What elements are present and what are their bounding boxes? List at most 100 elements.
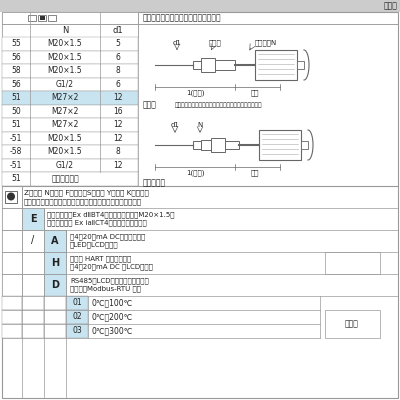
Text: M20×1.5: M20×1.5 xyxy=(48,147,82,156)
Bar xyxy=(22,296,44,310)
Text: E: E xyxy=(30,214,36,224)
Bar xyxy=(2,91,138,104)
Bar xyxy=(2,296,22,310)
Bar xyxy=(48,15,56,21)
Text: 0℃～200℃: 0℃～200℃ xyxy=(92,312,133,321)
Text: 16: 16 xyxy=(113,107,123,116)
Text: 温度变: 温度变 xyxy=(384,2,398,10)
Bar xyxy=(2,230,22,252)
Text: 03: 03 xyxy=(72,326,82,335)
Text: d1: d1 xyxy=(170,122,180,128)
Bar xyxy=(66,296,88,310)
Bar xyxy=(44,230,66,252)
Bar xyxy=(44,310,66,324)
Text: H: H xyxy=(51,258,59,268)
Bar xyxy=(325,252,380,274)
Bar xyxy=(5,190,17,202)
Text: A: A xyxy=(51,236,59,246)
Text: 0℃～100℃: 0℃～100℃ xyxy=(92,298,133,307)
Bar xyxy=(297,61,304,69)
Bar xyxy=(2,64,138,78)
Bar xyxy=(22,208,44,230)
Text: 基本型: 基本型 xyxy=(143,100,157,110)
Text: M20×1.5: M20×1.5 xyxy=(48,66,82,75)
Text: M20×1.5: M20×1.5 xyxy=(48,53,82,62)
Bar xyxy=(193,61,201,69)
Bar xyxy=(2,274,22,296)
Text: （模块本安型 Ex iaⅡCT4）　（无要求省略）: （模块本安型 Ex iaⅡCT4） （无要求省略） xyxy=(47,219,147,226)
Text: G1/2: G1/2 xyxy=(56,161,74,170)
Bar xyxy=(255,50,297,80)
Text: 6: 6 xyxy=(116,80,120,89)
Text: M20×1.5: M20×1.5 xyxy=(48,39,82,48)
Text: Z：防震 N：耗厏 F：防腐，S：安径 Y：耗厏 K：妈装，: Z：防震 N：耗厏 F：防腐，S：安径 Y：耗厏 K：妈装， xyxy=(24,189,149,196)
Text: 小法兰: 小法兰 xyxy=(209,40,221,46)
Text: /: / xyxy=(31,236,35,246)
Text: N: N xyxy=(62,26,68,35)
Text: 02: 02 xyxy=(72,312,82,321)
Bar xyxy=(2,172,138,186)
Text: 50: 50 xyxy=(11,107,21,116)
Text: 12: 12 xyxy=(113,120,123,129)
Bar xyxy=(2,310,22,324)
Text: M27×2: M27×2 xyxy=(51,93,79,102)
Bar xyxy=(2,158,138,172)
Bar xyxy=(0,0,400,12)
Bar xyxy=(28,15,36,21)
Text: 活套螺纹N: 活套螺纹N xyxy=(255,40,277,46)
Text: 冷端: 冷端 xyxy=(251,170,259,176)
Bar xyxy=(301,141,308,149)
Text: 智能型 HART 通讯（二线）: 智能型 HART 通讯（二线） xyxy=(70,255,131,262)
Text: d1: d1 xyxy=(113,26,123,35)
Bar xyxy=(44,252,66,274)
Text: 55: 55 xyxy=(11,39,21,48)
Bar xyxy=(2,24,138,37)
Text: -58: -58 xyxy=(10,147,22,156)
Bar xyxy=(201,58,215,72)
Text: 0℃～300℃: 0℃～300℃ xyxy=(92,326,133,335)
Bar xyxy=(22,324,44,338)
Text: 12: 12 xyxy=(113,134,123,143)
Text: D: D xyxy=(51,280,59,290)
Bar xyxy=(22,274,44,296)
Bar xyxy=(2,50,138,64)
Bar xyxy=(44,324,66,338)
Text: 8: 8 xyxy=(116,66,120,75)
Text: 非标准自定义: 非标准自定义 xyxy=(51,174,79,183)
Text: 5: 5 xyxy=(116,39,120,48)
Text: N: N xyxy=(197,122,203,128)
Text: 1(插深): 1(插深) xyxy=(186,90,204,96)
Text: 基本型一般配合各种温度保护管使用或有内半圆图扫的螺: 基本型一般配合各种温度保护管使用或有内半圆图扫的螺 xyxy=(175,102,262,108)
Bar xyxy=(193,141,201,149)
Bar xyxy=(2,324,22,338)
Text: 12: 12 xyxy=(113,93,123,102)
Text: M27×2: M27×2 xyxy=(51,107,79,116)
Text: 51: 51 xyxy=(11,120,21,129)
Bar xyxy=(2,132,138,145)
Text: （4～20）mA DC （LCD显示）: （4～20）mA DC （LCD显示） xyxy=(70,263,153,270)
Bar xyxy=(2,12,138,24)
Bar xyxy=(225,141,239,149)
Bar xyxy=(66,310,88,324)
Text: （LED或LCD显示）: （LED或LCD显示） xyxy=(70,241,119,248)
Bar xyxy=(201,140,211,150)
Bar xyxy=(215,60,235,70)
Bar xyxy=(2,104,138,118)
Bar xyxy=(44,296,66,310)
Text: 另定义: 另定义 xyxy=(345,319,359,328)
Text: 56: 56 xyxy=(11,80,21,89)
Text: 01: 01 xyxy=(72,298,82,307)
Text: 12: 12 xyxy=(113,161,123,170)
Text: 冷端: 冷端 xyxy=(251,90,259,96)
Bar xyxy=(40,16,44,20)
Text: M20×1.5: M20×1.5 xyxy=(48,134,82,143)
Bar xyxy=(2,208,22,230)
Circle shape xyxy=(7,192,15,200)
Bar xyxy=(259,130,301,160)
Text: 过程连接、显示型接线盒、保护管代号: 过程连接、显示型接线盒、保护管代号 xyxy=(143,14,222,22)
Bar xyxy=(325,310,380,338)
Bar xyxy=(2,145,138,158)
Text: -51: -51 xyxy=(10,134,22,143)
Text: 58: 58 xyxy=(11,66,21,75)
Text: RS485（LCD显示）　智能网络型: RS485（LCD显示） 智能网络型 xyxy=(70,277,149,284)
